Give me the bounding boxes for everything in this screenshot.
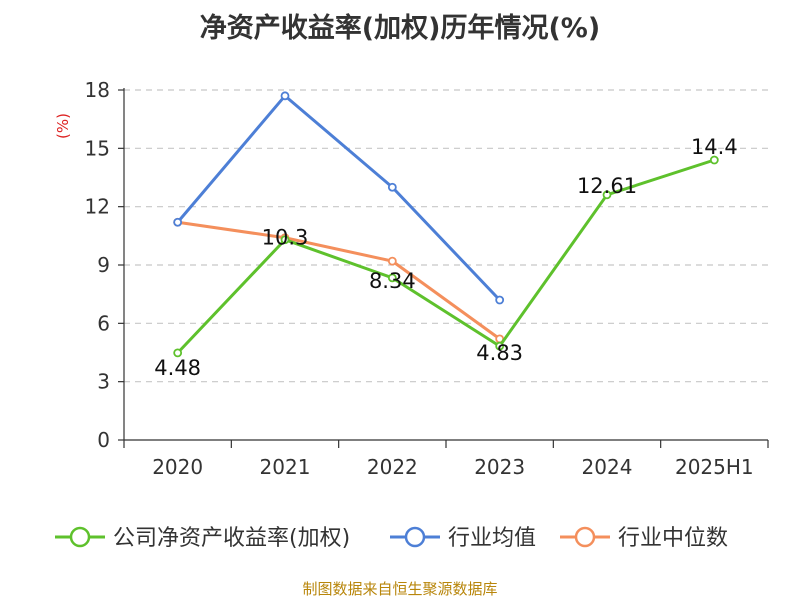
y-tick-label: 15	[85, 136, 110, 160]
series-point-0[interactable]	[387, 273, 397, 283]
x-tick-label: 2022	[367, 455, 418, 479]
x-tick-label: 2020	[152, 455, 203, 479]
series-point-1[interactable]	[280, 91, 290, 101]
legend-swatch-marker	[404, 526, 426, 548]
data-label: 14.4	[691, 135, 738, 159]
series-lines	[173, 91, 719, 358]
series-line-2	[176, 220, 502, 341]
legend-item-0[interactable]: 公司净资产收益率(加权)	[55, 526, 350, 551]
data-label: 4.83	[476, 341, 523, 365]
axes: 0 3 6 9 12 15 18 2020 2021 2022 2023 2024 2025H1	[85, 78, 769, 479]
x-tick-label: 2021	[260, 455, 311, 479]
data-label: 12.61	[577, 174, 637, 198]
chart-title: 净资产收益率(加权)历年情况(%)	[199, 13, 601, 44]
y-tick-label: 0	[97, 428, 110, 452]
data-label: 4.48	[154, 356, 201, 380]
data-label: 8.34	[369, 269, 416, 293]
series-point-0[interactable]	[495, 341, 505, 351]
series-point-1[interactable]	[173, 217, 183, 227]
x-tick-label: 2025H1	[675, 455, 754, 479]
data-labels: 4.48 10.3 8.34 4.83 12.61 14.4	[154, 135, 737, 380]
legend[interactable]: 公司净资产收益率(加权) 行业均值 行业中位数	[55, 526, 728, 551]
series-point-0[interactable]	[602, 190, 612, 200]
y-axis-label: (%)	[54, 113, 72, 139]
series-point-0[interactable]	[709, 155, 719, 165]
legend-swatch-marker	[574, 526, 596, 548]
y-tick-label: 18	[85, 78, 110, 102]
legend-label: 行业中位数	[618, 526, 728, 551]
series-point-1[interactable]	[387, 182, 397, 192]
y-tick-label: 6	[97, 311, 110, 335]
y-tick-label: 9	[97, 253, 110, 277]
legend-item-2[interactable]: 行业中位数	[560, 526, 728, 551]
data-label: 10.3	[262, 226, 309, 250]
series-line-0	[176, 158, 716, 355]
series-line-1	[176, 94, 502, 302]
legend-item-1[interactable]: 行业均值	[390, 526, 536, 551]
y-tick-label: 12	[85, 195, 110, 219]
series-point-0[interactable]	[280, 235, 290, 245]
legend-swatch-marker	[69, 526, 91, 548]
source-caption: 制图数据来自恒生聚源数据库	[302, 580, 498, 598]
legend-label: 公司净资产收益率(加权)	[113, 526, 350, 551]
grid-lines	[124, 89, 768, 383]
x-tick-label: 2024	[582, 455, 633, 479]
y-tick-label: 3	[97, 370, 110, 394]
series-point-1[interactable]	[495, 295, 505, 305]
legend-label: 行业均值	[448, 526, 536, 551]
series-point-0[interactable]	[173, 348, 183, 358]
series-point-2[interactable]	[387, 256, 397, 266]
x-tick-label: 2023	[474, 455, 525, 479]
